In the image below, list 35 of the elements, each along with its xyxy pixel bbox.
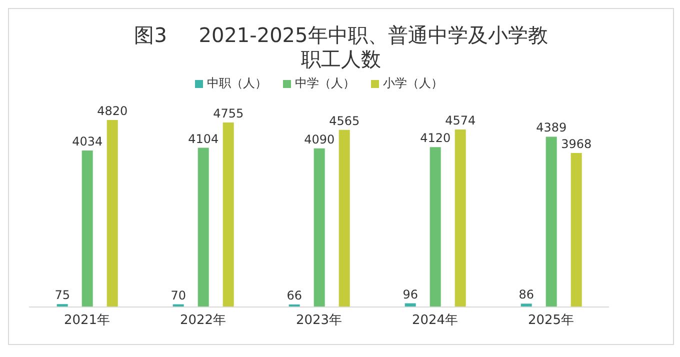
data-label: 86: [518, 288, 534, 302]
chart-title: 图3 2021-2025年中职、普通中学及小学教职工人数: [133, 23, 549, 71]
data-label: 4574: [445, 114, 476, 128]
data-label: 4120: [420, 131, 451, 146]
bar: [82, 150, 93, 307]
bar: [454, 130, 466, 307]
data-label: 75: [54, 288, 70, 302]
bar: [338, 130, 350, 307]
bar: [546, 136, 557, 307]
data-label: 66: [286, 288, 302, 302]
data-label: 4755: [213, 106, 244, 121]
bar: [520, 304, 532, 307]
data-label: 4104: [188, 132, 219, 146]
legend-label: 小学（人）: [382, 75, 443, 92]
legend-label: 中学（人）: [294, 75, 355, 92]
bar: [430, 147, 441, 307]
data-label: 4820: [97, 104, 128, 118]
bar: [570, 153, 582, 307]
data-label: 4565: [329, 114, 360, 128]
data-label: 96: [402, 287, 418, 302]
x-tick-label: 2023年: [296, 313, 342, 328]
data-label: 3968: [561, 137, 592, 152]
x-tick-label: 2025年: [528, 313, 574, 328]
legend-label: 中职（人）: [206, 75, 267, 92]
x-tick-label: 2024年: [412, 313, 458, 328]
bar: [106, 120, 118, 307]
data-label: 70: [170, 288, 186, 302]
data-label: 4090: [304, 132, 335, 146]
x-tick-label: 2021年: [64, 313, 110, 328]
data-label: 4034: [72, 134, 103, 148]
bar: [198, 148, 209, 307]
x-tick-label: 2022年: [180, 313, 226, 328]
bar: [314, 148, 325, 307]
data-label: 4389: [536, 120, 567, 135]
bar: [222, 122, 234, 307]
